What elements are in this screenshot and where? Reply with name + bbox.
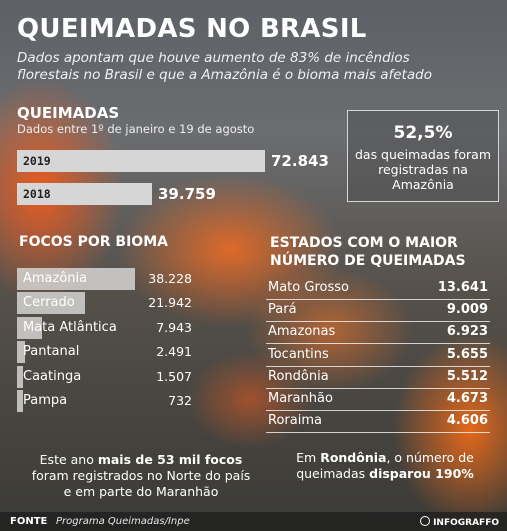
bioma-row: Mata Atlântica 7.943 <box>17 317 192 339</box>
bioma-bar <box>17 317 42 339</box>
bioma-value: 732 <box>168 393 192 408</box>
fonte-text: Programa Queimadas/Inpe <box>56 516 190 527</box>
note-norte: Este ano mais de 53 mil focos foram regi… <box>26 452 256 500</box>
estado-value: 9.009 <box>446 302 488 317</box>
queimadas-period: Dados entre 1º de janeiro e 19 de agosto <box>17 122 255 136</box>
queimadas-bar-label: 2019 <box>23 154 51 168</box>
bioma-heading: FOCOS POR BIOMA <box>19 234 168 250</box>
note-left-bold: mais de 53 mil focos <box>97 452 243 467</box>
queimadas-bar-label: 2018 <box>23 187 51 201</box>
bioma-value: 21.942 <box>148 295 192 310</box>
estado-row: Rondônia 5.512 <box>266 366 490 389</box>
bioma-value: 7.943 <box>156 320 192 335</box>
queimadas-bar: 2019 <box>17 150 265 172</box>
note-right-mid: , o número de queimadas <box>296 450 474 481</box>
page-subtitle: Dados apontam que houve aumento de 83% d… <box>17 50 432 83</box>
bioma-row: Amazônia 38.228 <box>17 268 192 290</box>
estado-name: Maranhão <box>268 391 333 406</box>
bioma-label: Pantanal <box>23 344 80 359</box>
note-right-bold2: disparou 190% <box>369 466 474 481</box>
bioma-value: 2.491 <box>156 344 192 359</box>
bioma-bar <box>17 268 135 290</box>
estado-name: Amazonas <box>268 324 336 339</box>
bioma-row: Caatinga 1.507 <box>17 366 192 388</box>
queimadas-bar-value: 39.759 <box>158 185 216 203</box>
fonte-label: FONTE <box>10 516 48 527</box>
estado-name: Pará <box>268 302 297 317</box>
credit-label: INFOGRAFFO <box>433 518 499 528</box>
page-title: QUEIMADAS NO BRASIL <box>17 14 367 44</box>
bioma-bar <box>17 390 23 412</box>
note-rondonia: Em Rondônia, o número de queimadas dispa… <box>290 450 480 482</box>
queimadas-bar: 2018 <box>17 183 152 205</box>
estado-value: 5.655 <box>446 347 488 362</box>
estado-row: Tocantins 5.655 <box>266 344 490 367</box>
amazonia-callout: 52,5% das queimadas foram registradas na… <box>347 110 499 202</box>
bioma-label: Amazônia <box>23 271 88 286</box>
estado-row: Roraima 4.606 <box>266 410 490 433</box>
bioma-label: Pampa <box>23 393 68 408</box>
estado-row: Maranhão 4.673 <box>266 388 490 411</box>
bioma-label: Caatinga <box>23 369 82 384</box>
estado-name: Tocantins <box>268 347 329 362</box>
estado-value: 4.673 <box>446 391 488 406</box>
queimadas-bar-value: 72.843 <box>271 152 329 170</box>
infograffo-logo-icon <box>420 516 431 526</box>
estado-row: Mato Grosso 13.641 <box>266 277 490 300</box>
bioma-bar <box>17 341 25 363</box>
bioma-row: Pampa 732 <box>17 390 192 412</box>
estado-row: Pará 9.009 <box>266 299 490 322</box>
estados-heading: ESTADOS COM O MAIOR NÚMERO DE QUEIMADAS <box>270 235 466 269</box>
estado-value: 13.641 <box>437 280 488 295</box>
credit: INFOGRAFFO <box>420 516 499 528</box>
estado-value: 4.606 <box>446 413 488 428</box>
note-left-post: foram registrados no Norte do país e em … <box>31 468 251 499</box>
callout-percent: 52,5% <box>393 123 453 143</box>
bioma-bar <box>17 366 23 388</box>
bioma-label: Mata Atlântica <box>23 320 117 335</box>
estado-value: 6.923 <box>446 324 488 339</box>
estado-row: Amazonas 6.923 <box>266 321 490 344</box>
callout-text: das queimadas foram registradas na Amazô… <box>354 147 492 192</box>
bioma-value: 38.228 <box>148 271 192 286</box>
estado-name: Roraima <box>268 413 322 428</box>
note-right-bold1: Rondônia <box>320 450 387 465</box>
bioma-row: Pantanal 2.491 <box>17 341 192 363</box>
note-left-pre: Este ano <box>39 452 98 467</box>
bioma-bar <box>17 292 85 314</box>
queimadas-heading: QUEIMADAS <box>17 104 120 122</box>
estado-value: 5.512 <box>446 369 488 384</box>
footer: FONTE Programa Queimadas/Inpe INFOGRAFFO <box>0 512 507 531</box>
estado-name: Mato Grosso <box>268 280 349 295</box>
note-right-pre: Em <box>296 450 321 465</box>
estado-name: Rondônia <box>268 369 329 384</box>
bioma-row: Cerrado 21.942 <box>17 292 192 314</box>
bioma-value: 1.507 <box>156 369 192 384</box>
bioma-label: Cerrado <box>23 295 75 310</box>
